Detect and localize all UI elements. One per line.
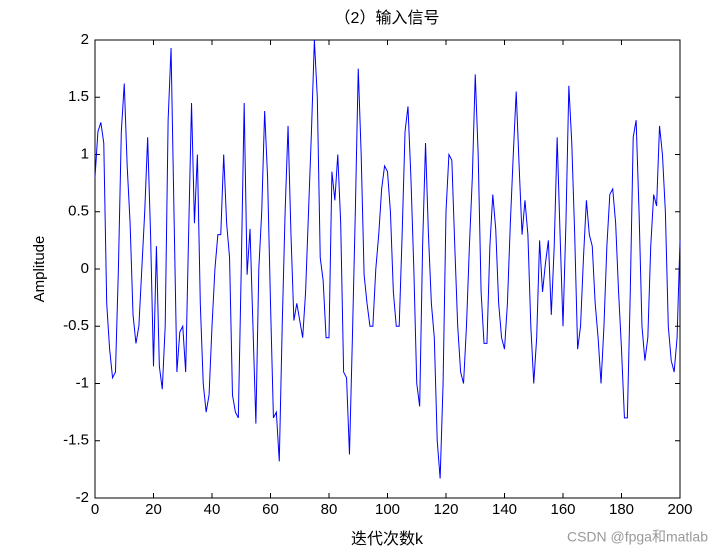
y-tick-label: 1: [81, 145, 89, 162]
x-tick-label: 40: [204, 501, 221, 518]
y-tick-label: -0.5: [63, 317, 89, 334]
x-tick-label: 120: [433, 501, 458, 518]
x-tick-label: 180: [609, 501, 634, 518]
y-tick-label: 0.5: [68, 203, 89, 220]
x-tick-label: 100: [375, 501, 400, 518]
y-tick-label: -1.5: [63, 432, 89, 449]
x-tick-label: 80: [321, 501, 338, 518]
x-tick-label: 60: [262, 501, 279, 518]
plot-area: [94, 39, 681, 499]
y-tick-label: 0: [81, 260, 89, 277]
y-tick-label: 2: [81, 31, 89, 48]
x-tick-label: 200: [667, 501, 692, 518]
x-tick-label: 140: [492, 501, 517, 518]
y-tick-label: -2: [76, 489, 89, 506]
y-tick-label: 1.5: [68, 88, 89, 105]
data-line: [94, 39, 681, 479]
x-tick-label: 160: [550, 501, 575, 518]
x-tick-label: 20: [145, 501, 162, 518]
x-axis-label: 迭代次数k: [351, 530, 424, 548]
y-tick-label: -1: [76, 374, 89, 391]
chart-title: （2）输入信号: [335, 9, 440, 27]
x-tick-label: 0: [91, 501, 99, 518]
watermark: CSDN @fpga和matlab: [567, 529, 708, 545]
y-axis-label: Amplitude: [31, 236, 48, 303]
